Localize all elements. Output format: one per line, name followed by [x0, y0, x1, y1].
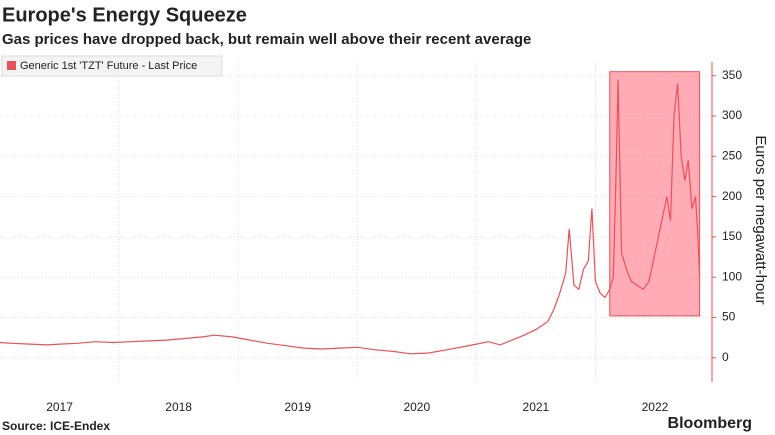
x-tick-label: 2020 [403, 400, 430, 414]
y-tick-label: 250 [722, 148, 742, 162]
legend-swatch [7, 61, 16, 70]
y-tick-label: 300 [722, 108, 742, 122]
legend-label: Generic 1st 'TZT' Future - Last Price [20, 60, 197, 72]
y-tick-label: 150 [722, 229, 742, 243]
line [0, 79, 701, 355]
x-tick-label: 2018 [165, 400, 192, 414]
x-tick-label: 2019 [284, 400, 311, 414]
chart-subtitle: Gas prices have dropped back, but remain… [2, 31, 531, 48]
x-tick-label: 2021 [523, 400, 550, 414]
y-tick-label: 100 [722, 269, 742, 283]
legend-box [1, 55, 223, 77]
y-tick-label: 50 [722, 310, 736, 324]
source: Source: ICE-Endex [2, 419, 110, 433]
x-tick-label: 2017 [46, 400, 73, 414]
y-tick-label: 350 [722, 68, 742, 82]
y-tick-label: 200 [722, 189, 742, 203]
highlight-region [609, 71, 701, 317]
y-tick-label: 0 [722, 350, 729, 364]
x-tick-label: 2022 [642, 400, 669, 414]
chart-title: Europe's Energy Squeeze [2, 4, 247, 26]
brand: Bloomberg [668, 415, 752, 432]
y-axis-label: Euros per megawatt-hour [752, 135, 769, 304]
